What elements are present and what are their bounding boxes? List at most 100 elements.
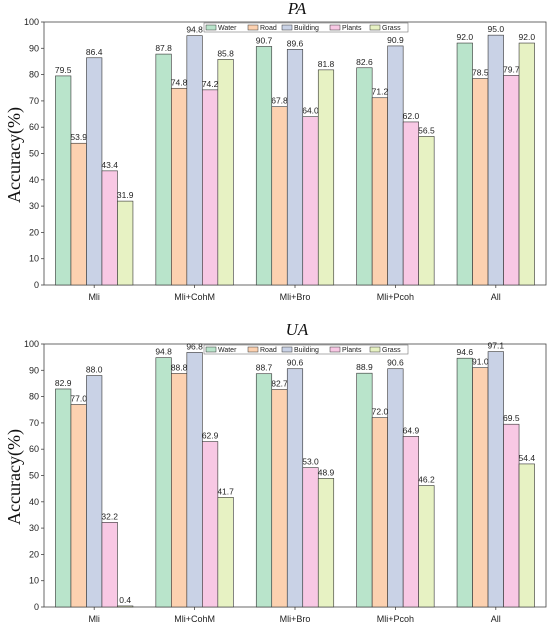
bar-road (371, 417, 388, 608)
data-label: 92.0 (457, 32, 474, 42)
legend-label: Water (218, 25, 237, 32)
legend-label: Plants (342, 25, 362, 32)
y-tick-label: 50 (29, 149, 39, 159)
legend: Water Road Building Plants Grass (203, 22, 409, 33)
y-tick-label: 50 (29, 471, 39, 481)
data-label: 79.5 (55, 65, 72, 75)
data-label: 62.0 (403, 111, 420, 121)
bar-building (387, 368, 404, 608)
bar-building (286, 368, 304, 608)
bar-grass (317, 69, 335, 286)
data-label: 31.9 (117, 190, 134, 200)
chart-panel-ua: UA Accuracy(%) 0 10 20 30 40 50 60 70 80 90 100 Mli 82… (4, 320, 547, 624)
data-label: 89.6 (287, 38, 304, 48)
y-tick-label: 30 (29, 523, 39, 533)
legend-label: Road (260, 347, 277, 354)
bar-plants (202, 441, 219, 608)
bar-water (255, 373, 273, 608)
x-tick-label: Mli+Bro (280, 292, 311, 302)
bar-building (286, 49, 304, 286)
data-label: 88.9 (356, 362, 373, 372)
legend-label: Plants (342, 347, 362, 354)
data-label: 72.0 (372, 407, 389, 417)
data-label: 43.4 (101, 160, 118, 170)
bar-water (55, 75, 72, 286)
y-tick-label: 0 (34, 602, 39, 612)
bar-water (456, 357, 473, 608)
bar-grass (217, 497, 234, 608)
chart-title: UA (286, 320, 309, 339)
bar-water (155, 357, 172, 608)
bar-plants (503, 75, 520, 286)
data-label: 53.9 (70, 132, 87, 142)
data-label: 82.6 (356, 57, 373, 67)
bar-water (255, 46, 273, 286)
bar-road (271, 389, 288, 608)
data-label: 90.6 (387, 358, 404, 368)
legend-box (203, 22, 409, 33)
bar-plants (302, 116, 319, 286)
data-label: 92.0 (519, 32, 536, 42)
data-label: 79.7 (503, 64, 520, 74)
y-tick-label: 80 (29, 392, 39, 402)
x-tick-label: All (491, 614, 501, 624)
bar-plants (402, 436, 419, 608)
bar-grass (518, 463, 535, 608)
x-tick-label: Mli+Pcoh (377, 292, 414, 302)
legend-swatch-plants (329, 24, 341, 31)
data-label: 74.8 (171, 77, 188, 87)
bar-road (70, 404, 87, 608)
bar-grass (117, 200, 134, 286)
data-label: 90.7 (256, 35, 273, 45)
bar-road (472, 78, 489, 286)
x-tick-label: Mli+CohM (174, 292, 215, 302)
legend-swatch-building (281, 346, 293, 353)
bar-plants (402, 121, 419, 286)
bar-water (356, 372, 373, 608)
bar-grass (217, 59, 234, 286)
data-label: 78.5 (472, 68, 489, 78)
data-label: 82.7 (271, 378, 288, 388)
data-label: 41.7 (217, 486, 234, 496)
x-tick-label: Mli+CohM (174, 614, 215, 624)
y-tick-label: 20 (29, 227, 39, 237)
y-tick-label: 20 (29, 549, 39, 559)
data-label: 54.4 (519, 453, 536, 463)
legend-label: Grass (382, 347, 401, 354)
data-label: 67.8 (271, 96, 288, 106)
data-label: 53.0 (302, 457, 319, 467)
bar-plants (503, 423, 520, 608)
y-tick-label: 40 (29, 175, 39, 185)
x-tick-label: Mli (88, 614, 100, 624)
bar-water (155, 53, 172, 286)
y-tick-label: 30 (29, 201, 39, 211)
bar-road (472, 367, 489, 608)
y-tick-label: 70 (29, 418, 39, 428)
data-label: 96.8 (186, 341, 203, 351)
data-label: 90.9 (387, 35, 404, 45)
bar-plants (101, 170, 118, 286)
bar-plants (302, 467, 319, 608)
y-tick-label: 10 (29, 576, 39, 586)
chart-panel-pa: PA Accuracy(%) 0 10 20 30 40 50 60 70 80 90 100 Mli 79… (4, 0, 547, 302)
y-tick-label: 10 (29, 254, 39, 264)
data-label: 82.9 (55, 378, 72, 388)
legend-swatch-water (205, 24, 217, 31)
data-label: 64.9 (403, 425, 420, 435)
bar-building (186, 352, 203, 608)
y-tick-label: 60 (29, 444, 39, 454)
data-label: 69.5 (503, 413, 520, 423)
data-label: 77.0 (70, 393, 87, 403)
bar-building (487, 351, 504, 608)
legend-label: Water (218, 347, 237, 354)
bar-grass (518, 42, 535, 286)
bar-road (171, 373, 188, 608)
y-tick-label: 40 (29, 497, 39, 507)
data-label: 94.8 (186, 25, 203, 35)
y-axis-label: Accuracy(%) (4, 429, 25, 525)
legend-swatch-grass (369, 346, 381, 353)
x-tick-label: Mli+Pcoh (377, 614, 414, 624)
data-label: 95.0 (488, 24, 505, 34)
y-tick-label: 90 (29, 365, 39, 375)
